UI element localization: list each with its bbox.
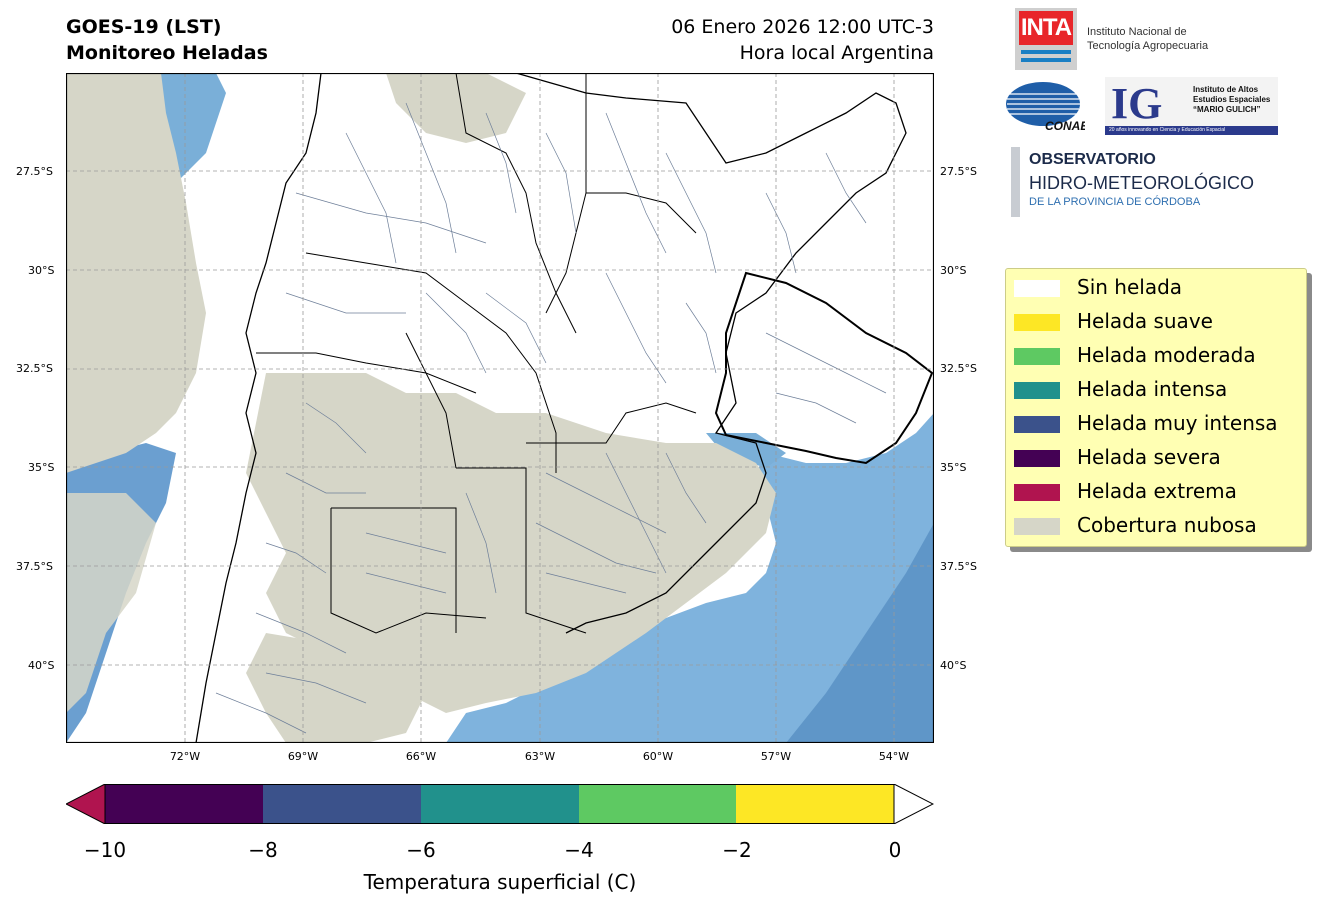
chile-cloud-band — [66, 73, 206, 473]
colorbar-segment-severa — [105, 784, 263, 824]
legend-swatch — [1014, 450, 1060, 467]
inta-logo-stripe — [1021, 58, 1071, 62]
institution-logos: INTA Instituto Nacional de Tecnología Ag… — [1005, 5, 1295, 220]
legend-swatch — [1014, 484, 1060, 501]
colorbar-segment-suave — [736, 784, 894, 824]
legend-swatch — [1014, 416, 1060, 433]
lat-label-left-35: 35°S — [28, 461, 55, 474]
ig-logo-mark: IG — [1111, 79, 1163, 128]
lat-label-right-35: 35°S — [940, 461, 967, 474]
lon-label-69w: 69°W — [287, 750, 319, 763]
colorbar-under-extension — [66, 784, 106, 824]
argentina-border — [195, 73, 322, 743]
colorbar-tick-minus-6: −6 — [406, 838, 436, 862]
observatorio-line-2: HIDRO-METEOROLÓGICO — [1029, 173, 1255, 193]
lat-label-right-32-5: 32.5°S — [940, 362, 977, 375]
legend-label: Helada moderada — [1077, 343, 1256, 367]
lat-label-right-37-5: 37.5°S — [940, 560, 977, 573]
map-datetime: 06 Enero 2026 12:00 UTC-3 Hora local Arg… — [671, 14, 934, 66]
legend-swatch — [1014, 518, 1060, 535]
colorbar-tick-minus-10: −10 — [83, 838, 127, 862]
colorbar-tick-minus-2: −2 — [722, 838, 752, 862]
province-borders — [256, 73, 697, 634]
date-line: 06 Enero 2026 12:00 UTC-3 — [671, 16, 934, 38]
map-border — [66, 73, 934, 743]
colorbar-segment-moderada — [579, 784, 736, 824]
colorbar-tick-minus-4: −4 — [564, 838, 594, 862]
chile-cloud-south — [66, 493, 156, 713]
colorbar-tick-minus-8: −8 — [248, 838, 278, 862]
legend-swatch — [1014, 280, 1060, 297]
lon-label-72w: 72°W — [169, 750, 201, 763]
colorbar-segment-intensa — [421, 784, 579, 824]
frost-map — [66, 73, 934, 743]
inta-logo: INTA — [1015, 8, 1077, 70]
lat-label-left-32-5: 32.5°S — [16, 362, 53, 375]
ig-name: Instituto de Altos Estudios Espaciales “… — [1193, 85, 1270, 115]
lat-label-right-27-5: 27.5°S — [940, 165, 977, 178]
inta-name-line-2: Tecnología Agropecuaria — [1087, 40, 1209, 52]
rio-de-la-plata — [706, 433, 786, 468]
lat-label-right-30: 30°S — [940, 264, 967, 277]
lon-label-63w: 63°W — [524, 750, 556, 763]
legend-label: Sin helada — [1077, 275, 1183, 299]
title-line-2: Monitoreo Heladas — [66, 42, 268, 64]
lon-label-60w: 60°W — [642, 750, 674, 763]
legend-swatch — [1014, 314, 1060, 331]
observatorio-logo-bar — [1011, 147, 1020, 217]
lon-label-66w: 66°W — [405, 750, 437, 763]
inta-logo-stripe — [1021, 50, 1071, 54]
atlantic-ocean — [446, 413, 934, 743]
temperature-colorbar — [66, 784, 934, 824]
legend-swatch — [1014, 382, 1060, 399]
legend-label: Helada extrema — [1077, 479, 1237, 503]
local-time-line: Hora local Argentina — [739, 42, 934, 64]
colorbar-tick-0: 0 — [888, 838, 902, 862]
lat-label-left-30: 30°S — [28, 264, 55, 277]
lat-label-left-40: 40°S — [28, 659, 55, 672]
graticule — [66, 73, 934, 743]
argentina-paraguay-border — [515, 73, 907, 634]
atlantic-deep — [786, 523, 934, 743]
inta-name-line-1: Instituto Nacional de — [1087, 26, 1187, 38]
lat-label-right-40: 40°S — [940, 659, 967, 672]
colorbar-outline — [104, 784, 895, 824]
ig-logo: IG Instituto de Altos Estudios Espaciale… — [1105, 77, 1278, 135]
department-borders — [215, 102, 887, 734]
ig-name-line-1: Instituto de Altos — [1193, 85, 1259, 94]
ig-name-line-3: “MARIO GULICH” — [1193, 105, 1261, 114]
legend-label: Helada suave — [1077, 309, 1213, 333]
cloud-patagonia — [246, 633, 426, 743]
colorbar-segment-muy-intensa — [263, 784, 421, 824]
legend-label: Helada muy intensa — [1077, 411, 1278, 435]
map-title: GOES-19 (LST) Monitoreo Heladas — [66, 14, 268, 66]
legend-label: Cobertura nubosa — [1077, 513, 1257, 537]
conae-logo: CONAE — [1006, 82, 1085, 132]
conae-wordmark: CONAE — [1045, 119, 1085, 132]
legend-label: Helada severa — [1077, 445, 1221, 469]
ig-tagline: 20 años innovando en Ciencia y Educación… — [1105, 126, 1278, 135]
colorbar-over-extension — [893, 784, 934, 824]
frost-legend: Sin helada Helada suave Helada moderada … — [1005, 268, 1307, 547]
inta-logo-mark: INTA — [1019, 11, 1073, 45]
lat-label-left-37-5: 37.5°S — [16, 560, 53, 573]
lat-label-left-27-5: 27.5°S — [16, 165, 53, 178]
cloud-central-argentina — [246, 373, 776, 713]
legend-label: Helada intensa — [1077, 377, 1228, 401]
observatorio-line-3: DE LA PROVINCIA DE CÓRDOBA — [1029, 196, 1201, 208]
title-line-1: GOES-19 (LST) — [66, 16, 222, 38]
ig-name-line-2: Estudios Espaciales — [1193, 95, 1271, 104]
legend-swatch — [1014, 348, 1060, 365]
colorbar-title: Temperatura superficial (C) — [363, 870, 637, 894]
inta-name: Instituto Nacional de Tecnología Agropec… — [1087, 25, 1208, 53]
lon-label-57w: 57°W — [760, 750, 792, 763]
lon-label-54w: 54°W — [878, 750, 910, 763]
uruguay-border — [714, 271, 934, 465]
observatorio-line-1: OBSERVATORIO — [1029, 151, 1156, 168]
